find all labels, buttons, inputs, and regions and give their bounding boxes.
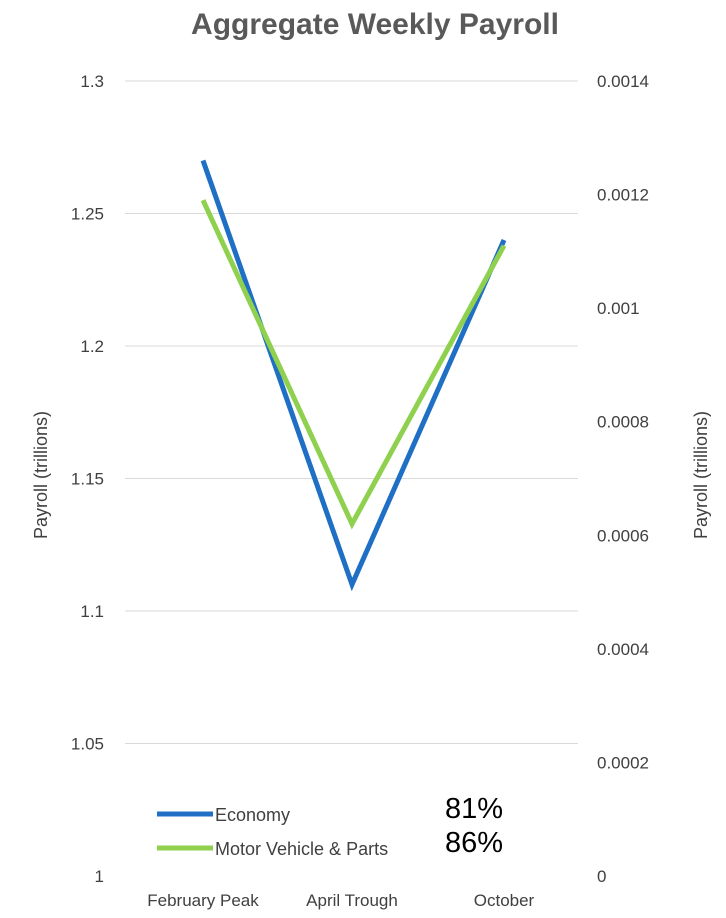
left-tick-label: 1.3 [80,72,104,91]
percent-annotation: 86% [445,827,503,859]
right-tick-label: 0.0008 [597,413,649,432]
gridlines [125,80,578,744]
right-tick-label: 0.0002 [597,753,649,772]
right-axis-ticks: 0 0.0002 0.0004 0.0006 0.0008 0.001 0.0012 0.00… [597,72,649,886]
legend-label: Motor Vehicle & Parts [215,839,388,859]
right-tick-label: 0.0004 [597,640,649,659]
percent-annotation: 81% [445,793,503,825]
series-line-motor-vehicle-parts [200,199,507,530]
left-tick-label: 1.05 [71,735,104,754]
right-tick-label: 0 [597,867,606,886]
chart-title: Aggregate Weekly Payroll [191,8,559,41]
x-tick-label: February Peak [147,891,259,910]
x-tick-label: October [474,891,535,910]
legend: Economy 81% Motor Vehicle & Parts 86% [157,793,503,859]
series-lines [200,159,507,592]
left-axis-label: Payroll (trillions) [31,411,51,539]
right-tick-label: 0.001 [597,299,640,318]
right-tick-label: 0.0014 [597,72,649,91]
right-tick-label: 0.0012 [597,186,649,205]
series-line-economy [200,159,507,592]
left-tick-label: 1.2 [80,337,104,356]
legend-label: Economy [215,805,290,825]
left-tick-label: 1.25 [71,205,104,224]
right-axis-label: Payroll (trillions) [691,411,711,539]
x-axis-ticks: February Peak April Trough October [147,891,534,910]
left-tick-label: 1.15 [71,470,104,489]
left-tick-label: 1.1 [80,602,104,621]
x-tick-label: April Trough [306,891,398,910]
left-tick-label: 1 [95,867,104,886]
right-tick-label: 0.0006 [597,526,649,545]
left-axis-ticks: 1 1.05 1.1 1.15 1.2 1.25 1.3 [71,72,104,886]
